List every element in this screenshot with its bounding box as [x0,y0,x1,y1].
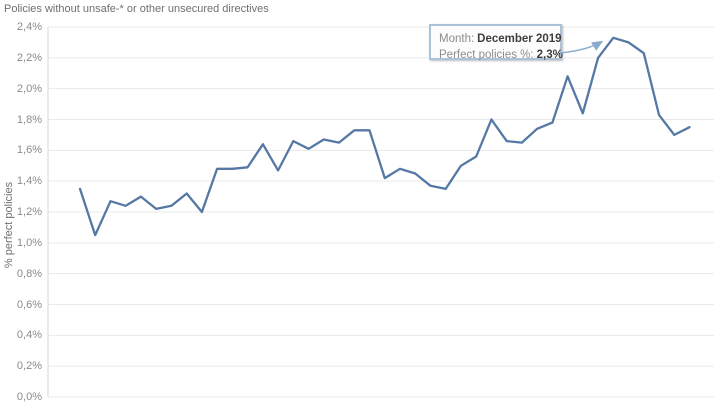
tooltip-month-row: Month: December 2019 [439,31,562,47]
tooltip-policy-label: Perfect policies %: [439,49,534,61]
y-axis-tick-label: 0,6% [16,298,42,311]
y-axis-tick-label: 0,2% [16,360,42,373]
y-axis-tick-label: 2,0% [16,82,42,95]
y-axis-tick-label: 0,4% [16,329,42,342]
tooltip-month-value: December 2019 [477,33,562,45]
y-axis-tick-label: 1,6% [16,144,42,157]
tooltip-policy-row: Perfect policies %: 2,3% [439,47,563,63]
tooltip-policy-value: 2,3% [536,49,563,61]
y-axis-tick-label: 1,8% [16,113,42,126]
y-axis-tick-label: 1,2% [16,206,42,218]
tooltip-month-label: Month: [439,33,475,45]
y-axis-tick-label: 2,4% [16,21,42,33]
y-axis-tick-label: 1,4% [16,175,42,188]
tooltip: Month: December 2019 Perfect policies %: 2… [429,24,563,63]
y-axis-tick-label: 0,0% [16,391,42,403]
y-axis-tick-label: 0,8% [16,267,42,280]
y-axis-tick-label: 1,0% [16,236,42,249]
data-line[interactable] [78,36,691,237]
y-axis-tick-label: 2,2% [16,51,42,64]
chart-title: Policies without unsafe-* or other unsec… [4,3,269,15]
